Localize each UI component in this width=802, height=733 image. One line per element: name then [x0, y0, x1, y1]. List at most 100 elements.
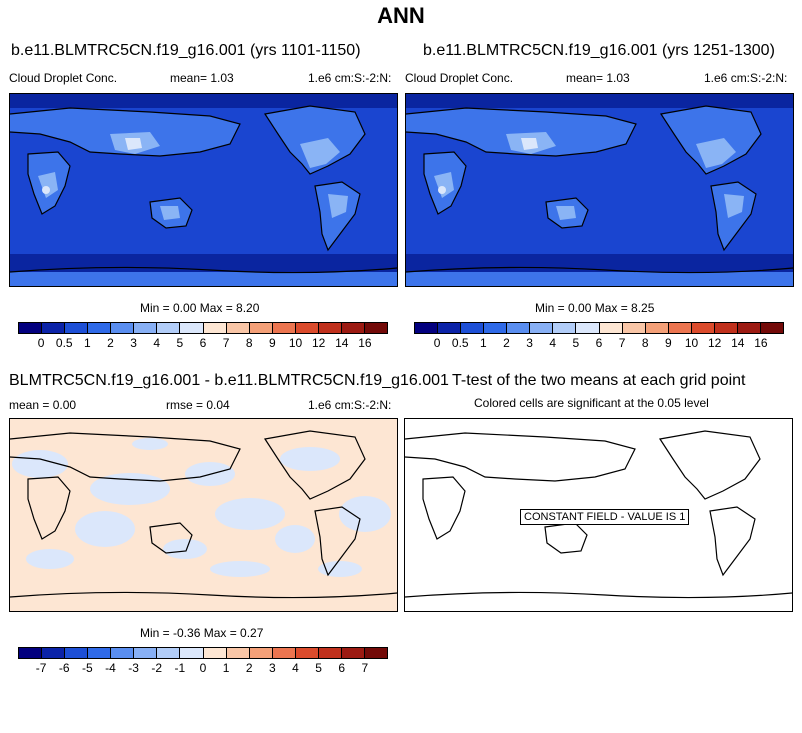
colorbar-tick-label: 3 [130, 336, 137, 350]
colorbar-cell [295, 648, 319, 658]
colorbar-cell [42, 323, 66, 333]
colorbar-cell [272, 648, 296, 658]
colorbar-cell [364, 323, 387, 333]
panel3-minmax: Min = -0.36 Max = 0.27 [140, 626, 264, 640]
colorbar-tick-label: 14 [335, 336, 349, 350]
colorbar-cell [438, 323, 462, 333]
colorbar-cell [226, 648, 250, 658]
panel1-colorbar-cells [18, 322, 388, 334]
colorbar-cell [737, 323, 761, 333]
colorbar-cell [364, 648, 387, 658]
colorbar-cell [507, 323, 531, 333]
panel4-constant-field-label: CONSTANT FIELD - VALUE IS 1 [520, 509, 690, 525]
colorbar-tick-label: -3 [128, 661, 139, 675]
colorbar-tick-label: 4 [292, 661, 299, 675]
colorbar-cell [691, 323, 715, 333]
colorbar-tick-label: 2 [503, 336, 510, 350]
colorbar-tick-label: -1 [174, 661, 186, 675]
panel2-units: 1.e6 cm:S:-2:N: [704, 71, 788, 85]
colorbar-cell [88, 648, 112, 658]
colorbar-cell [415, 323, 439, 333]
colorbar-cell [65, 323, 89, 333]
panel2-map-svg [406, 94, 793, 286]
colorbar-cell [272, 323, 296, 333]
colorbar-cell [484, 323, 508, 333]
colorbar-tick-label: 5 [315, 661, 322, 675]
colorbar-cell [134, 323, 158, 333]
colorbar-cell [622, 323, 646, 333]
colorbar-tick-label: 0 [37, 336, 45, 350]
colorbar-cell [203, 648, 227, 658]
colorbar-cell [134, 648, 158, 658]
colorbar-tick-label: 9 [665, 336, 672, 350]
colorbar-tick-label: 7 [618, 336, 626, 350]
colorbar-tick-label: 2 [107, 336, 114, 350]
colorbar-tick-label: -2 [151, 661, 163, 675]
colorbar-tick-label: 5 [176, 336, 184, 350]
colorbar-cell [341, 323, 365, 333]
colorbar-cell [668, 323, 692, 333]
colorbar-cell [157, 648, 181, 658]
colorbar-tick-label: 12 [311, 336, 326, 350]
colorbar-cell [760, 323, 783, 333]
panel1-colorbar [18, 322, 388, 334]
colorbar-tick-label: 8 [641, 336, 649, 350]
colorbar-tick-label: 1 [84, 336, 91, 350]
panel3-units: 1.e6 cm:S:-2:N: [308, 398, 392, 412]
panel3-title: BLMTRC5CN.f19_g16.001 - b.e11.BLMTRC5CN.… [9, 372, 449, 389]
panel3-map-svg [10, 430, 397, 599]
panel3-map [9, 418, 398, 612]
colorbar-cell [19, 323, 43, 333]
colorbar-cell [318, 648, 342, 658]
colorbar-tick-label: 16 [754, 336, 768, 350]
panel3-rmse: rmse = 0.04 [166, 398, 230, 412]
colorbar-tick-label: 10 [684, 336, 699, 350]
panel1-mean: mean= 1.03 [170, 71, 234, 85]
colorbar-cell [180, 323, 204, 333]
colorbar-cell [530, 323, 554, 333]
panel3-colorbar-cells [18, 647, 388, 659]
main-title: ANN [377, 3, 425, 28]
colorbar-cell [111, 648, 135, 658]
colorbar-tick-label: -4 [105, 661, 116, 675]
colorbar-cell [19, 648, 43, 658]
colorbar-tick-label: 1 [480, 336, 487, 350]
panel2-title: b.e11.BLMTRC5CN.f19_g16.001 (yrs 1251-13… [423, 42, 775, 59]
colorbar-cell [553, 323, 577, 333]
colorbar-tick-label: 2 [245, 661, 253, 675]
colorbar-tick-label: 3 [269, 661, 276, 675]
colorbar-cell [461, 323, 485, 333]
colorbar-cell [341, 648, 365, 658]
colorbar-cell [111, 323, 135, 333]
colorbar-tick-label: 9 [269, 336, 276, 350]
colorbar-tick-label: -6 [58, 661, 70, 675]
colorbar-cell [576, 323, 600, 333]
colorbar-tick-label: 4 [153, 336, 161, 350]
panel1-units: 1.e6 cm:S:-2:N: [308, 71, 392, 85]
colorbar-tick-label: 6 [595, 336, 603, 350]
colorbar-tick-label: -5 [82, 661, 93, 675]
colorbar-cell [157, 323, 181, 333]
colorbar-cell [295, 323, 319, 333]
colorbar-tick-label: 0 [199, 661, 207, 675]
colorbar-tick-label: 7 [361, 661, 369, 675]
colorbar-cell [203, 323, 227, 333]
colorbar-tick-label: 0.5 [55, 336, 73, 350]
colorbar-tick-label: 5 [572, 336, 580, 350]
colorbar-tick-label: 7 [222, 336, 230, 350]
panel1-variable: Cloud Droplet Conc. [9, 71, 118, 85]
colorbar-cell [88, 323, 112, 333]
colorbar-tick-label: 10 [288, 336, 303, 350]
panel1-title: b.e11.BLMTRC5CN.f19_g16.001 (yrs 1101-11… [11, 42, 361, 59]
colorbar-tick-label: 3 [526, 336, 533, 350]
colorbar-tick-label: 6 [338, 661, 346, 675]
panel2-colorbar [414, 322, 784, 334]
panel2-variable: Cloud Droplet Conc. [405, 71, 514, 85]
colorbar-tick-label: 14 [731, 336, 745, 350]
panel1-map-svg [10, 94, 397, 286]
panel2-map [405, 93, 794, 287]
colorbar-tick-label: -7 [35, 661, 47, 675]
panel3-colorbar [18, 647, 388, 659]
colorbar-tick-label: 1 [222, 661, 230, 675]
panel2-minmax: Min = 0.00 Max = 8.25 [535, 301, 655, 315]
